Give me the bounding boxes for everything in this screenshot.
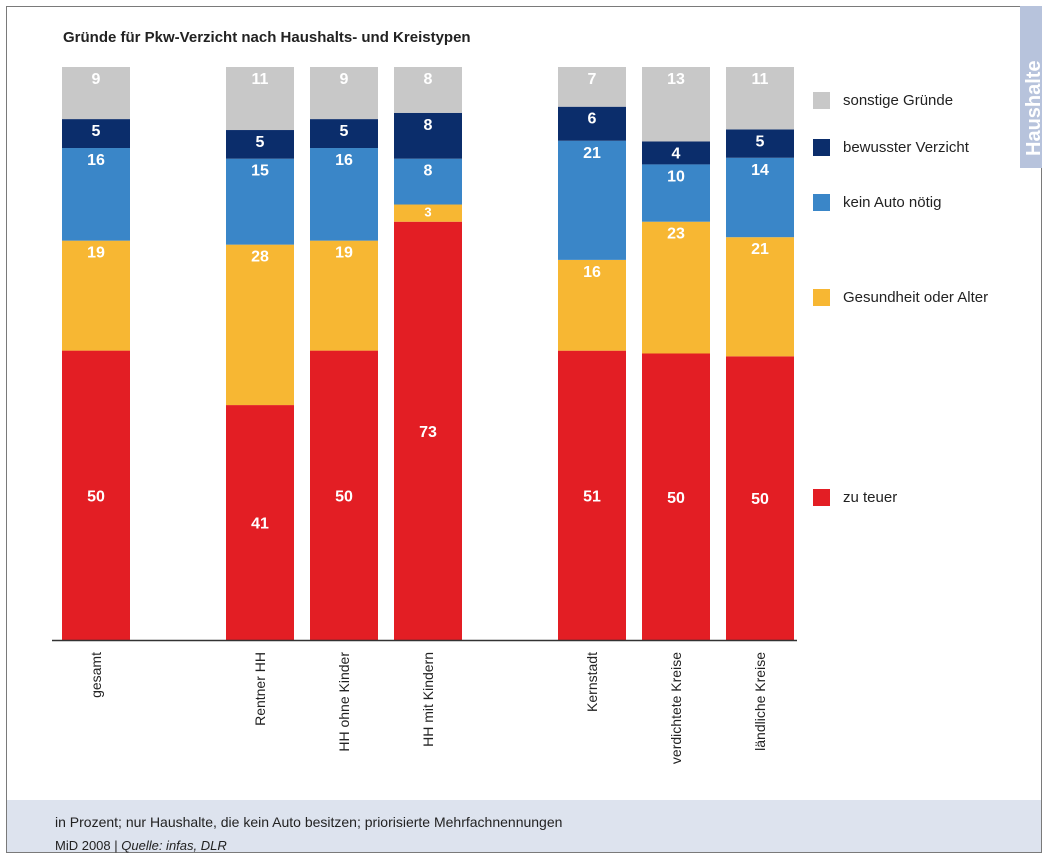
section-tab-label: Haushalte [1023, 60, 1042, 156]
footer-source-italic: Quelle: infas, DLR [121, 838, 227, 853]
data-label: 19 [87, 245, 105, 262]
data-label: 16 [87, 152, 105, 169]
bar-segment [226, 130, 294, 159]
bar-segment [726, 237, 794, 357]
category-label: gesamt [88, 652, 104, 698]
data-label: 8 [424, 117, 433, 134]
bar-segment [226, 244, 294, 406]
bar-segment [310, 350, 378, 640]
data-label: 16 [335, 152, 353, 169]
data-label: 6 [588, 111, 597, 128]
category-label: HH ohne Kinder [336, 652, 352, 752]
data-label: 13 [667, 71, 685, 88]
data-label: 5 [756, 133, 765, 150]
data-label: 8 [424, 163, 433, 180]
bar-segment [62, 148, 130, 241]
data-label: 14 [751, 162, 769, 179]
data-label: 50 [751, 491, 769, 508]
bar-segment [62, 350, 130, 640]
chart-footer: in Prozent; nur Haushalte, die kein Auto… [7, 800, 1041, 853]
bar-segment [226, 158, 294, 245]
data-label: 10 [667, 168, 685, 185]
data-label: 19 [335, 245, 353, 262]
data-label: 73 [419, 424, 437, 441]
category-label: verdichtete Kreise [668, 652, 684, 764]
category-label: Kernstadt [584, 652, 600, 712]
bar-segment [558, 350, 626, 640]
data-label: 50 [87, 488, 105, 505]
legend-label-gesundheit-oder-alter: Gesundheit oder Alter [843, 289, 988, 306]
data-label: 5 [92, 123, 101, 140]
data-label: 3 [424, 205, 431, 220]
data-label: 16 [583, 264, 601, 281]
bar-segment [558, 140, 626, 260]
legend-label-kein-auto-n-tig: kein Auto nötig [843, 194, 941, 211]
bar-segment [226, 405, 294, 640]
data-label: 21 [583, 145, 601, 162]
bar-segment [558, 259, 626, 351]
bar-segment [642, 221, 710, 354]
bar-segment [62, 240, 130, 351]
bar-segment [726, 129, 794, 158]
data-label: 51 [583, 488, 601, 505]
bar-segment [558, 106, 626, 141]
legend-swatch-zu-teuer [813, 489, 830, 506]
bar-segment [310, 119, 378, 149]
footer-source-prefix: MiD 2008 | [55, 838, 122, 853]
bar-segment [642, 353, 710, 640]
legend-swatch-gesundheit-oder-alter [813, 289, 830, 306]
section-tab: Haushalte [1020, 6, 1042, 168]
data-label: 21 [751, 241, 769, 258]
bar-segment [226, 67, 294, 131]
bar-segment [726, 67, 794, 130]
data-label: 41 [251, 516, 269, 533]
data-label: 50 [667, 490, 685, 507]
footer-note: in Prozent; nur Haushalte, die kein Auto… [55, 814, 563, 830]
legend-swatch-sonstige-gr-nde [813, 92, 830, 109]
data-label: 7 [588, 71, 597, 88]
bar-segment [558, 67, 626, 107]
bar-segment [310, 148, 378, 241]
bar-segment [394, 67, 462, 113]
data-label: 9 [92, 71, 101, 88]
data-label: 15 [251, 163, 269, 180]
bar-segment [62, 67, 130, 120]
legend-label-zu-teuer: zu teuer [843, 489, 897, 506]
data-label: 23 [667, 226, 685, 243]
bar-segment [726, 356, 794, 640]
legend-swatch-bewusster-verzicht [813, 139, 830, 156]
data-label: 5 [256, 134, 265, 151]
bar-segment [642, 141, 710, 165]
bar-segment [394, 158, 462, 205]
data-label: 4 [672, 145, 681, 162]
footer-source: MiD 2008 | Quelle: infas, DLR [55, 838, 227, 853]
legend-label-bewusster-verzicht: bewusster Verzicht [843, 139, 970, 156]
legend-label-sonstige-gr-nde: sonstige Gründe [843, 92, 953, 109]
chart-frame: Gründe für Pkw-Verzicht nach Haushalts- … [6, 6, 1042, 853]
bar-segment [62, 119, 130, 149]
data-label: 50 [335, 488, 353, 505]
data-label: 11 [252, 71, 269, 88]
bar-segment [310, 67, 378, 120]
data-label: 8 [424, 71, 433, 88]
bar-segment [642, 164, 710, 222]
category-label: ländliche Kreise [752, 652, 768, 751]
bar-segment [726, 157, 794, 238]
bar-segment [310, 240, 378, 351]
data-label: 28 [251, 249, 269, 266]
data-label: 11 [752, 71, 769, 88]
stacked-bar-chart: 50 19 16 5 9 gesamt 41 28 15 5 11 Rentner HH 50 19 16 5… [52, 67, 988, 764]
category-label: Rentner HH [252, 652, 268, 726]
bar-segment [394, 204, 462, 222]
legend-swatch-kein-auto-n-tig [813, 194, 830, 211]
data-label: 5 [340, 123, 349, 140]
category-label: HH mit Kindern [420, 652, 436, 747]
chart-title: Gründe für Pkw-Verzicht nach Haushalts- … [63, 29, 471, 46]
bar-segment [642, 67, 710, 142]
data-label: 9 [340, 71, 349, 88]
bar-segment [394, 221, 462, 640]
bar-segment [394, 112, 462, 159]
